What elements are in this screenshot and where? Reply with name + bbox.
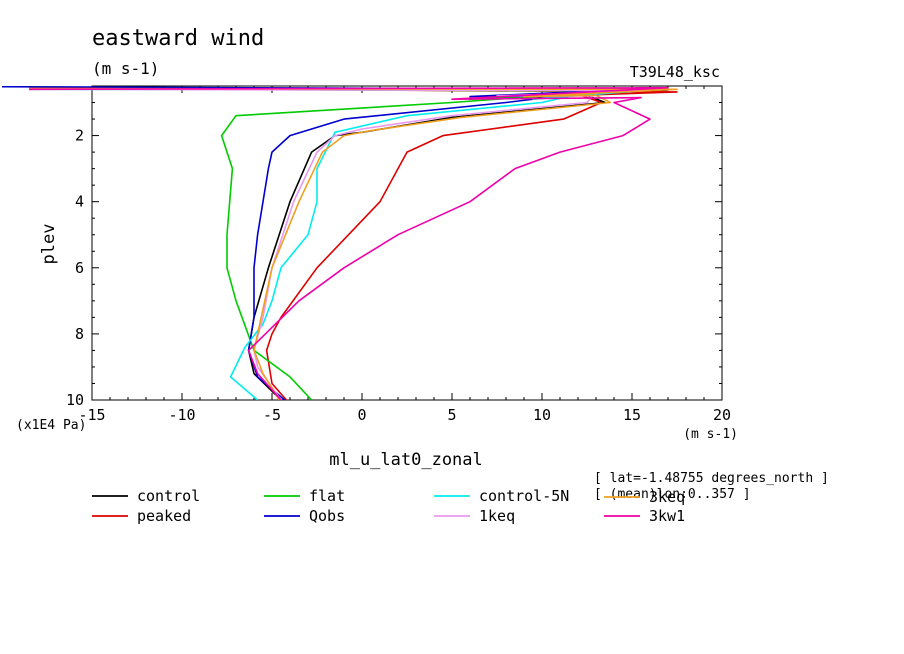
- legend-label-3kw1: 3kw1: [649, 507, 685, 525]
- x-tick-label: 15: [623, 406, 641, 424]
- x-tick-label: -5: [263, 406, 281, 424]
- x-tick-label: -10: [168, 406, 195, 424]
- series-line-flat: [28, 87, 615, 400]
- legend-label-peaked: peaked: [137, 507, 191, 525]
- x-units-label: (m s-1): [683, 427, 738, 442]
- legend-label-flat: flat: [309, 487, 345, 505]
- series-line-qobs: [1, 86, 633, 400]
- series-line-peaked: [28, 87, 678, 400]
- x-tick-label: -15: [78, 406, 105, 424]
- info-longitude: [ (mean)lon:0..357 ]: [594, 487, 751, 502]
- legend-label-control-5n: control-5N: [479, 487, 569, 505]
- legend-label-qobs: Qobs: [309, 507, 345, 525]
- legend: control peaked flat Qobs control-5N 1keq 3keq3…: [92, 487, 685, 525]
- x-tick-label: 0: [357, 406, 366, 424]
- axis-tick-labels: -15 -10 -5 0 5 10 15 20 2 4 6 8 10: [66, 127, 731, 424]
- series-line-3kw1: [28, 86, 669, 400]
- x-axis-title: ml_u_lat0_zonal: [329, 450, 483, 470]
- chart-title: eastward wind: [92, 26, 264, 51]
- x-tick-label: 20: [713, 406, 731, 424]
- plot-frame: [91, 85, 723, 401]
- y-tick-label: 2: [75, 127, 84, 145]
- info-latitude: [ lat=-1.48755 degrees_north ]: [594, 471, 829, 486]
- y-tick-label: 10: [66, 391, 84, 409]
- y-tick-label: 6: [75, 259, 84, 277]
- x-tick-label: 5: [447, 406, 456, 424]
- y-tick-label: 8: [75, 325, 84, 343]
- legend-label-1keq: 1keq: [479, 507, 515, 525]
- legend-label-control: control: [137, 487, 200, 505]
- run-id-label: T39L48_ksc: [630, 63, 720, 81]
- chart-units: (m s-1): [92, 59, 159, 78]
- x-tick-label: 10: [533, 406, 551, 424]
- legend-label-3keq: 3keq: [649, 488, 685, 506]
- series-lines: [1, 86, 678, 400]
- y-tick-label: 4: [75, 193, 84, 211]
- y-axis-title: plev: [39, 224, 59, 265]
- y-scale-label: (x1E4 Pa): [16, 418, 86, 433]
- series-line-3keq: [28, 87, 678, 400]
